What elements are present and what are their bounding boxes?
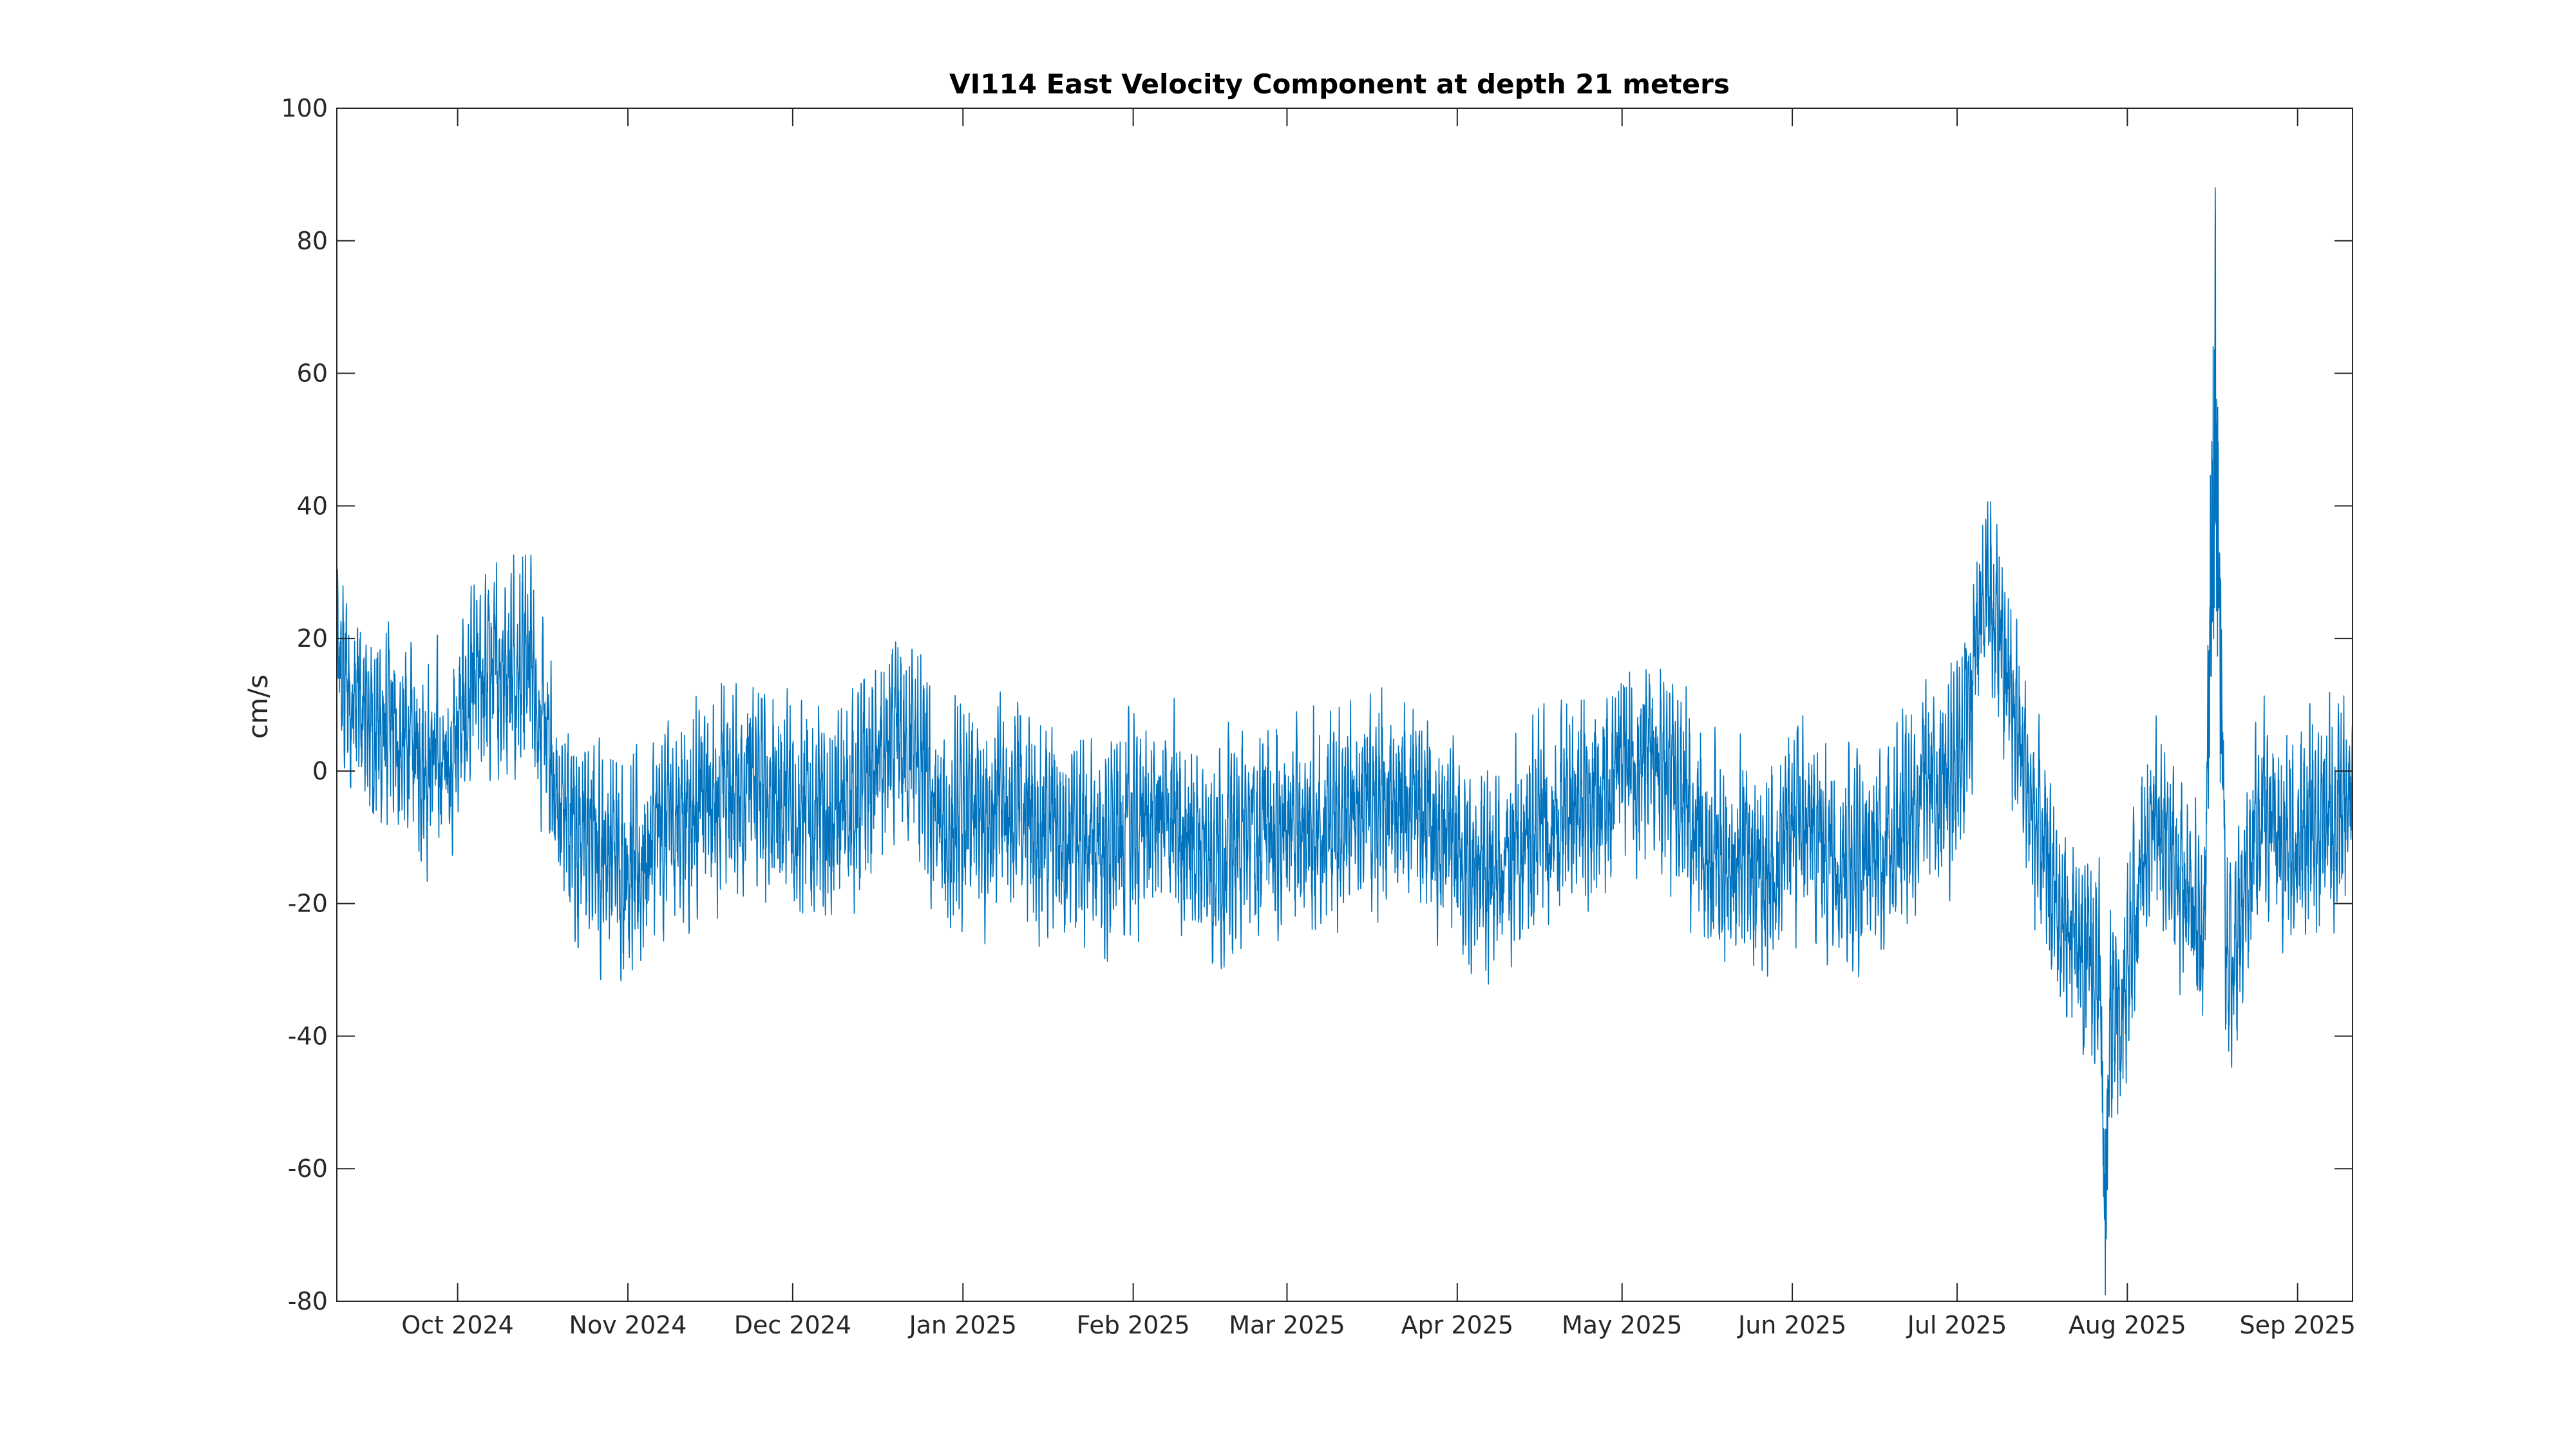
x-tick-label: Feb 2025	[1077, 1311, 1190, 1339]
x-tick-label: Sep 2025	[2240, 1311, 2356, 1339]
x-tick-label: Apr 2025	[1401, 1311, 1514, 1339]
axes-box	[336, 108, 2353, 1302]
y-tick-label: -40	[288, 1022, 328, 1050]
chart-title: VI114 East Velocity Component at depth 2…	[949, 68, 1730, 100]
y-axis-label: cm/s	[242, 674, 274, 739]
y-tick-label: -20	[288, 890, 328, 918]
x-tick-label: Jun 2025	[1737, 1311, 1846, 1339]
x-tick-label: Nov 2024	[569, 1311, 687, 1339]
x-tick-label: Mar 2025	[1229, 1311, 1345, 1339]
series-line	[336, 187, 2353, 1295]
y-tick-label: 60	[297, 359, 328, 388]
y-tick-label: 80	[297, 227, 328, 255]
y-tick-label: -80	[288, 1287, 328, 1315]
y-tick-label: 40	[297, 492, 328, 520]
x-tick-label: May 2025	[1562, 1311, 1682, 1339]
x-tick-label: Jul 2025	[1906, 1311, 2007, 1339]
x-tick-label: Dec 2024	[734, 1311, 851, 1339]
x-axis: Oct 2024 Nov 2024 Dec 2024 Jan 2025 Feb 2025…	[401, 108, 2356, 1339]
y-tick-label: 0	[312, 757, 328, 785]
x-tick-label: Oct 2024	[401, 1311, 514, 1339]
x-tick-label: Aug 2025	[2069, 1311, 2186, 1339]
y-tick-label: -60	[288, 1154, 328, 1183]
plot-area	[336, 187, 2353, 1295]
y-tick-label: 100	[281, 94, 328, 122]
x-tick-label: Jan 2025	[908, 1311, 1017, 1339]
y-axis: 100 80 60 40 20 0 -20 -40 -60 -80	[281, 94, 2353, 1315]
y-tick-label: 20	[297, 624, 328, 653]
